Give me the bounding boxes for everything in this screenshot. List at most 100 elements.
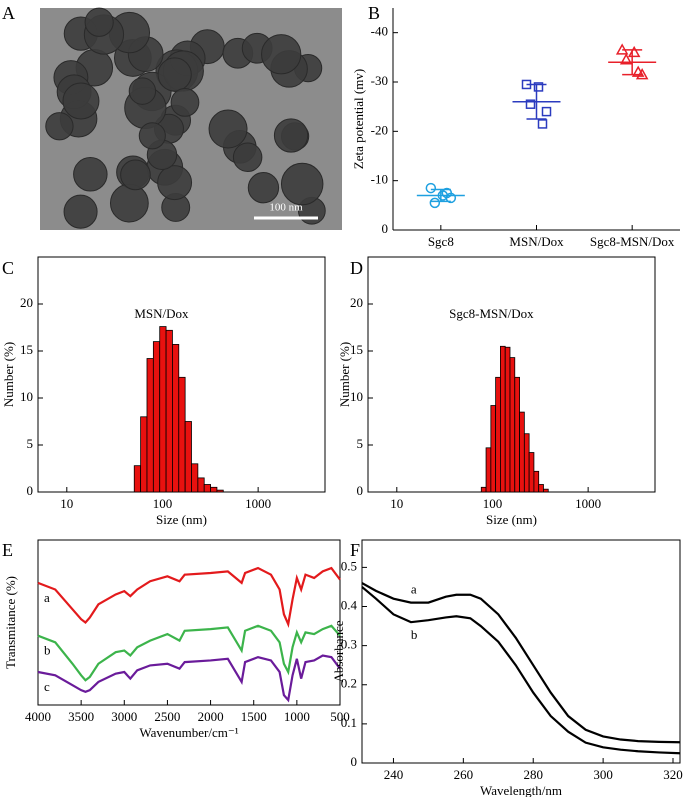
- y-tick-label: 0: [357, 483, 364, 498]
- x-tick-label: 1000: [575, 496, 601, 511]
- scale-bar-label: 100 nm: [269, 202, 303, 214]
- particle: [261, 34, 302, 75]
- bar: [514, 376, 520, 493]
- x-axis-label: Size (nm): [486, 512, 537, 527]
- x-tick-label: Sgc8-MSN/Dox: [590, 234, 675, 249]
- x-axis-label: Wavelength/nm: [480, 783, 562, 797]
- bar: [504, 346, 511, 493]
- point: [635, 68, 649, 80]
- x-tick-label: 100: [153, 496, 173, 511]
- bar: [543, 488, 549, 493]
- point: [541, 106, 552, 117]
- bar: [533, 470, 540, 493]
- particle: [157, 165, 193, 201]
- bar: [146, 358, 154, 493]
- particle: [280, 162, 324, 206]
- particle: [170, 88, 200, 117]
- particle: [128, 77, 157, 105]
- x-tick-label: 1500: [241, 709, 267, 724]
- bar: [133, 465, 142, 493]
- bar: [191, 463, 199, 493]
- y-tick-label: 0: [382, 221, 389, 236]
- x-tick-label: 3500: [68, 709, 94, 724]
- point: [627, 45, 641, 58]
- point: [533, 82, 544, 92]
- y-tick-label: 20: [350, 295, 363, 310]
- bar: [500, 345, 506, 493]
- x-tick-label: 500: [330, 709, 350, 724]
- y-axis-label: Number (%): [1, 342, 16, 407]
- bar: [210, 486, 218, 493]
- y-tick-label: 10: [20, 389, 33, 404]
- x-tick-label: MSN/Dox: [509, 234, 564, 249]
- bar: [519, 411, 525, 493]
- point: [537, 119, 548, 129]
- point: [441, 187, 453, 199]
- particle: [138, 122, 166, 150]
- point: [429, 197, 441, 209]
- series-line: [37, 624, 341, 682]
- bar: [480, 486, 487, 493]
- particle: [208, 109, 248, 149]
- particle: [63, 194, 98, 229]
- x-tick-label: 1000: [245, 496, 271, 511]
- y-tick-label: 20: [20, 295, 33, 310]
- particle: [45, 112, 74, 141]
- series-label: c: [44, 679, 50, 694]
- point: [425, 182, 437, 194]
- bar: [538, 484, 544, 493]
- panel-label: E: [2, 540, 13, 560]
- x-tick-label: 240: [384, 767, 404, 782]
- bar: [178, 376, 186, 493]
- y-axis-label: Transmitance (%): [3, 576, 18, 669]
- annotation: MSN/Dox: [134, 306, 189, 321]
- bar: [528, 452, 535, 493]
- series-line: [361, 582, 681, 744]
- x-tick-label: 280: [523, 767, 543, 782]
- particle: [84, 7, 114, 37]
- particle: [120, 159, 151, 191]
- y-tick-label: 10: [350, 389, 363, 404]
- series-line: [37, 566, 341, 628]
- bar: [203, 484, 211, 493]
- y-tick-label: 15: [350, 342, 363, 357]
- series-label: b: [411, 627, 418, 642]
- x-tick-label: 320: [663, 767, 683, 782]
- bar: [172, 344, 180, 493]
- y-tick-label: 0: [27, 483, 34, 498]
- bar: [485, 447, 492, 493]
- x-tick-label: 2000: [198, 709, 224, 724]
- bar: [495, 376, 501, 493]
- bar: [165, 329, 173, 493]
- y-tick-label: 0.5: [341, 558, 357, 573]
- bar: [523, 433, 530, 493]
- particle: [157, 57, 192, 92]
- particle: [232, 142, 263, 172]
- particle: [109, 183, 149, 223]
- point: [615, 43, 629, 55]
- particle: [62, 82, 100, 120]
- y-tick-label: 0.2: [341, 676, 357, 691]
- y-tick-label: -30: [371, 73, 388, 88]
- plot-frame: [37, 539, 341, 706]
- x-tick-label: 260: [454, 767, 474, 782]
- plot-frame: [361, 539, 681, 764]
- panel-label: B: [368, 3, 380, 23]
- y-axis-label: Zeta potential (mv): [351, 69, 366, 169]
- particle: [73, 157, 108, 192]
- bar: [152, 341, 161, 493]
- bar: [184, 421, 192, 493]
- x-axis-label: Size (nm): [156, 512, 207, 527]
- particle: [247, 172, 280, 204]
- bar: [197, 477, 205, 493]
- x-tick-label: 2500: [154, 709, 180, 724]
- x-tick-label: 4000: [25, 709, 51, 724]
- y-tick-label: -20: [371, 122, 388, 137]
- bar: [159, 326, 167, 493]
- series-label: a: [411, 582, 417, 597]
- series-line: [361, 586, 681, 755]
- point: [631, 65, 645, 77]
- panel-label: D: [350, 258, 363, 278]
- panel-label: C: [2, 258, 14, 278]
